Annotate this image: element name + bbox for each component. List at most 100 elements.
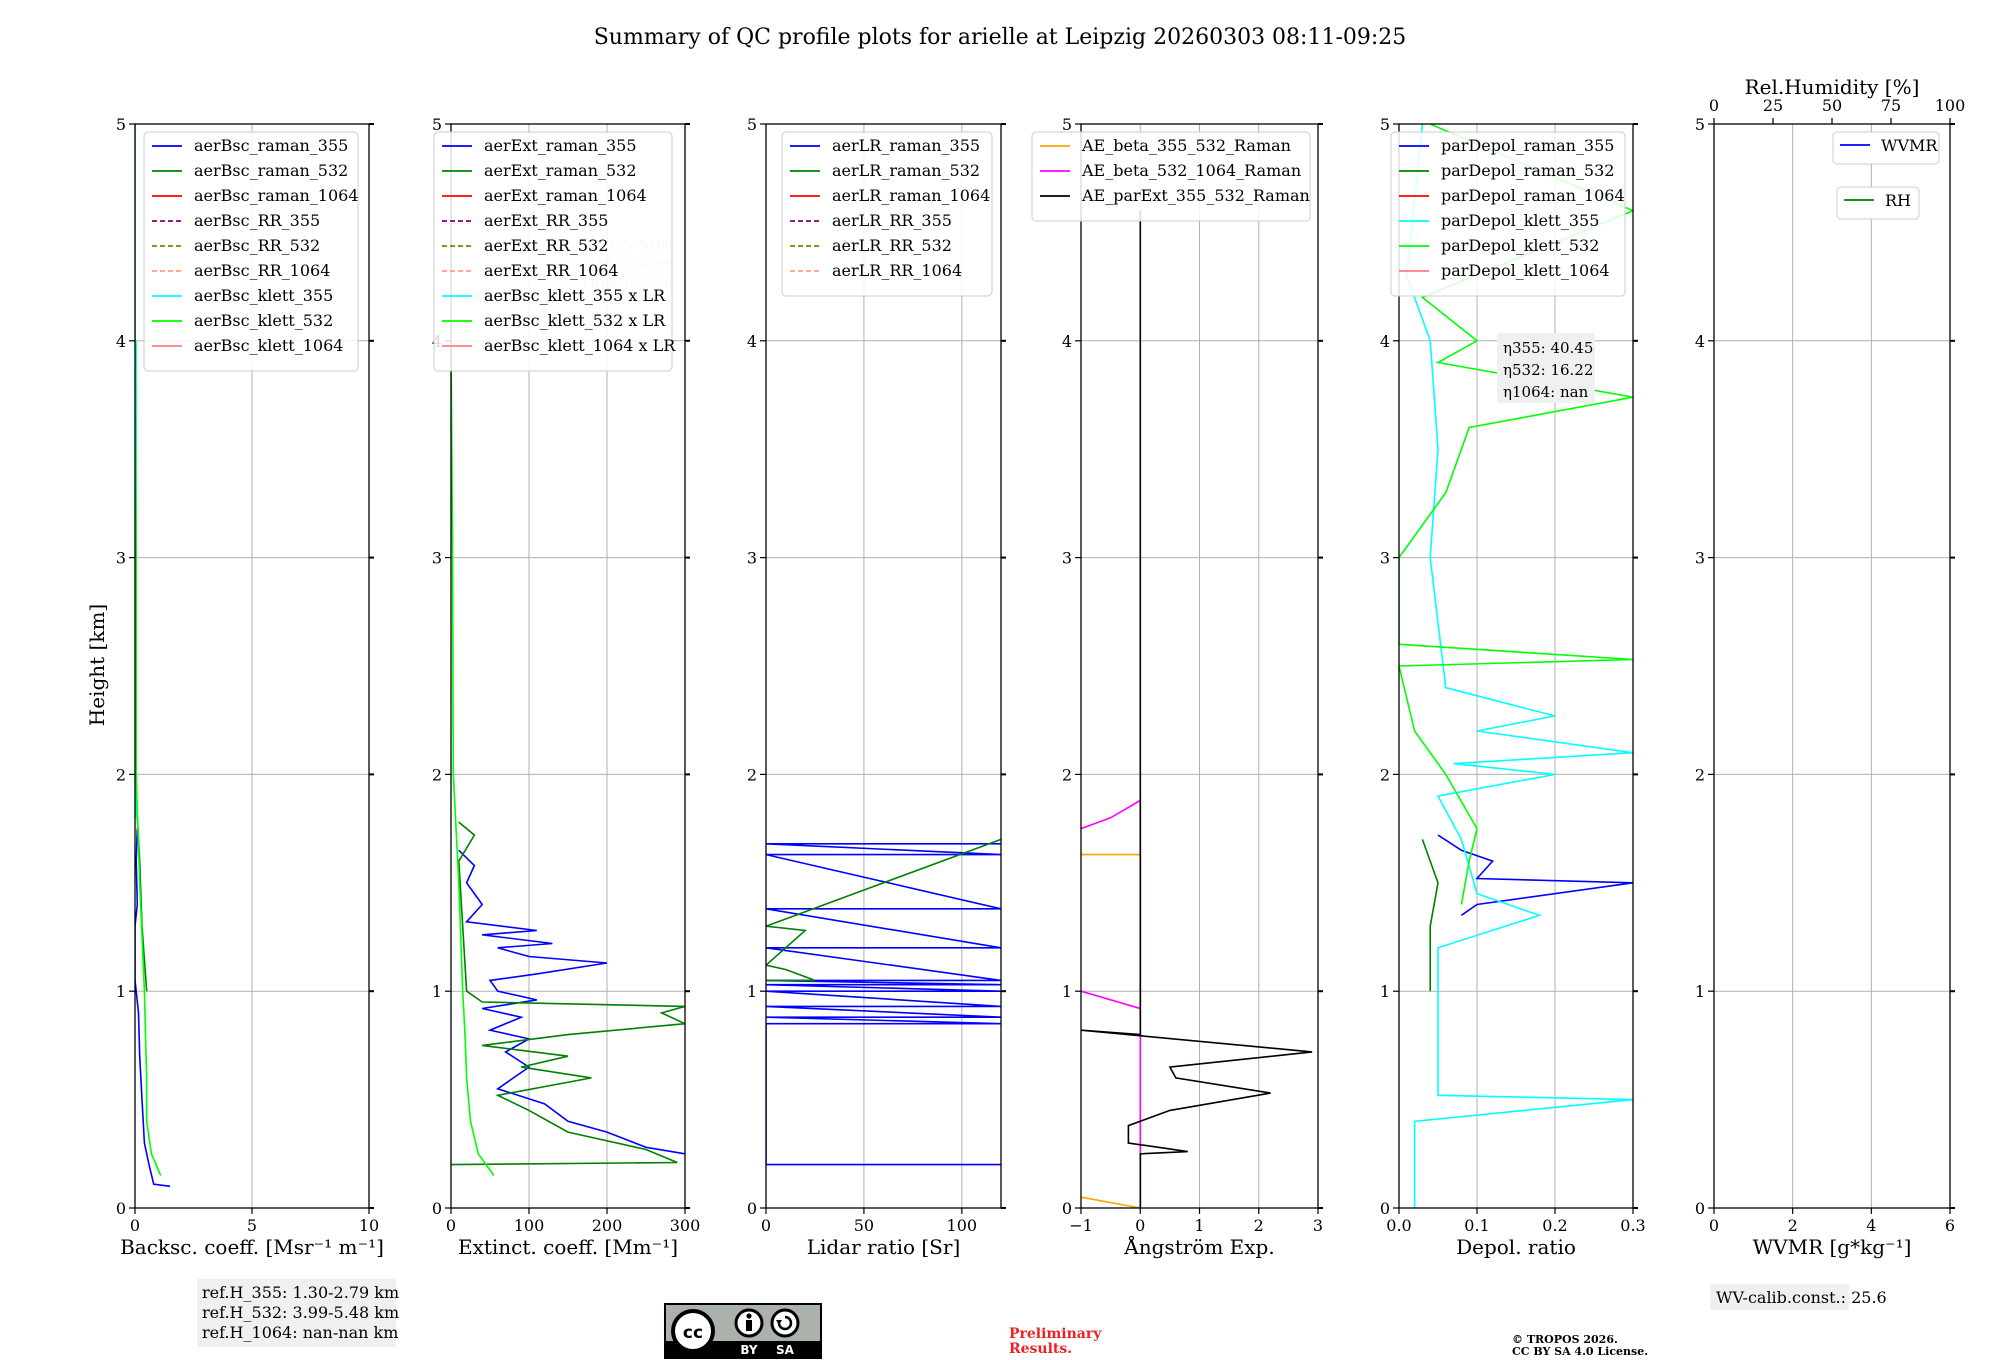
y-tick-label: 1 bbox=[1695, 982, 1705, 1001]
legend-label: aerExt_RR_355 bbox=[484, 211, 608, 230]
series-aerBsc_raman_355 bbox=[135, 828, 171, 1188]
x-axis-label: WVMR [g*kg⁻¹] bbox=[1753, 1235, 1912, 1259]
series-aerExt_raman_532 bbox=[451, 821, 685, 1166]
x-tick-label: 0 bbox=[1135, 1216, 1145, 1235]
legend-label: aerBsc_klett_355 x LR bbox=[484, 286, 666, 305]
legend-label: aerBsc_RR_1064 bbox=[194, 261, 330, 280]
top-x-tick-label: 50 bbox=[1822, 96, 1842, 115]
legend-label: parDepol_raman_355 bbox=[1441, 136, 1614, 155]
eta-annotation: η532: 16.22 bbox=[1503, 361, 1593, 379]
legend-box bbox=[433, 131, 673, 372]
x-axis-label: Backsc. coeff. [Msr⁻¹ m⁻¹] bbox=[120, 1235, 384, 1259]
x-tick-label: 2 bbox=[1788, 1216, 1798, 1235]
y-tick-label: 2 bbox=[1695, 765, 1705, 784]
series-aerExt_raman_355 bbox=[458, 849, 685, 1155]
legend-label: aerExt_raman_355 bbox=[484, 136, 637, 155]
y-tick-label: 4 bbox=[747, 332, 757, 351]
x-tick-label: 10 bbox=[359, 1216, 379, 1235]
panel-ext: 0100200300012345Extinct. coeff. [Mm⁻¹]LR… bbox=[432, 115, 700, 1259]
legend-label: aerExt_raman_1064 bbox=[484, 186, 647, 205]
y-tick-label: 5 bbox=[1380, 115, 1390, 134]
y-tick-label: 0 bbox=[747, 1199, 757, 1218]
y-tick-label: 0 bbox=[1695, 1199, 1705, 1218]
y-tick-label: 3 bbox=[1062, 549, 1072, 568]
axes-frame bbox=[1713, 123, 1951, 1209]
y-tick-label: 4 bbox=[1695, 332, 1705, 351]
axes-frame bbox=[1398, 123, 1634, 1209]
preliminary-line2: Results. bbox=[1009, 1341, 1072, 1357]
series-aerBsc_klett_532 x LR bbox=[451, 340, 495, 1176]
legend-label: AE_beta_532_1064_Raman bbox=[1081, 161, 1301, 180]
refh-355: ref.H_355: 1.30-2.79 km bbox=[202, 1283, 399, 1302]
legend-label: aerExt_RR_532 bbox=[484, 236, 608, 255]
top-x-tick-label: 100 bbox=[1935, 96, 1966, 115]
y-tick-label: 3 bbox=[1695, 549, 1705, 568]
legend-label: parDepol_klett_355 bbox=[1441, 211, 1599, 230]
y-tick-label: 2 bbox=[116, 765, 126, 784]
refh-box bbox=[197, 1279, 396, 1347]
series-parDepol_klett_532 bbox=[1399, 124, 1633, 905]
x-tick-label: 100 bbox=[514, 1216, 545, 1235]
legend-box-wvmr bbox=[1832, 131, 1940, 165]
x-tick-label: 0 bbox=[446, 1216, 456, 1235]
x-tick-label: 100 bbox=[947, 1216, 978, 1235]
y-tick-label: 2 bbox=[1062, 765, 1072, 784]
x-tick-label: 6 bbox=[1945, 1216, 1955, 1235]
y-tick-label: 3 bbox=[432, 549, 442, 568]
legend-label: aerBsc_klett_532 bbox=[194, 311, 333, 330]
legend-box bbox=[781, 131, 993, 297]
legend-label: aerLR_raman_532 bbox=[832, 161, 980, 180]
x-axis-label: Lidar ratio [Sr] bbox=[807, 1235, 961, 1259]
copyright-line2: CC BY SA 4.0 License. bbox=[1512, 1345, 1648, 1358]
legend-box bbox=[1390, 131, 1626, 297]
x-tick-label: 0.0 bbox=[1386, 1216, 1411, 1235]
legend-label: aerLR_RR_355 bbox=[832, 211, 952, 230]
svg-text:cc: cc bbox=[683, 1323, 703, 1343]
x-tick-label: 0 bbox=[761, 1216, 771, 1235]
legend-label: aerBsc_raman_1064 bbox=[194, 186, 359, 205]
legend-label: aerExt_RR_1064 bbox=[484, 261, 619, 280]
refh-532: ref.H_532: 3.99-5.48 km bbox=[202, 1303, 399, 1322]
x-tick-label: 0.1 bbox=[1464, 1216, 1489, 1235]
y-tick-label: 0 bbox=[116, 1199, 126, 1218]
series-AE_beta_532_1064_Raman bbox=[1081, 799, 1142, 1208]
y-tick-label: 3 bbox=[1380, 549, 1390, 568]
preliminary-line1: Preliminary bbox=[1009, 1326, 1102, 1342]
y-tick-label: 0 bbox=[1062, 1199, 1072, 1218]
y-tick-label: 1 bbox=[1380, 982, 1390, 1001]
series-parDepol_raman_355 bbox=[1437, 834, 1633, 916]
legend-label: aerLR_raman_1064 bbox=[832, 186, 990, 205]
axes-frame bbox=[450, 123, 686, 1209]
y-tick-label: 5 bbox=[1062, 115, 1072, 134]
legend-label: parDepol_raman_532 bbox=[1441, 161, 1614, 180]
figure-title: Summary of QC profile plots for arielle … bbox=[594, 25, 1407, 50]
panel-depol: 0.0 0.1 0.2 0.3 0 1 2 3 4 5 Depol. ratio parDepol_r… bbox=[1380, 115, 1646, 1259]
series-aerLR_raman_532 bbox=[766, 838, 1001, 982]
x-axis-label: Extinct. coeff. [Mm⁻¹] bbox=[458, 1235, 678, 1259]
cc-icon bbox=[671, 1309, 715, 1353]
top-axis-label: Rel.Humidity [%] bbox=[1745, 75, 1920, 99]
x-axis-label: Depol. ratio bbox=[1456, 1235, 1576, 1259]
x-tick-label: 4 bbox=[1866, 1216, 1876, 1235]
series-parDepol_raman_532 bbox=[1421, 839, 1439, 992]
y-tick-label: 1 bbox=[747, 982, 757, 1001]
y-tick-label: 0 bbox=[432, 1199, 442, 1218]
y-axis-label: Height [km] bbox=[85, 604, 109, 726]
y-tick-label: 5 bbox=[116, 115, 126, 134]
y-tick-label: 4 bbox=[116, 332, 126, 351]
x-tick-label: 5 bbox=[247, 1216, 257, 1235]
y-tick-label: 2 bbox=[1380, 765, 1390, 784]
x-tick-label: 200 bbox=[592, 1216, 623, 1235]
x-tick-label: 0 bbox=[1709, 1216, 1719, 1235]
legend-label: aerBsc_RR_532 bbox=[194, 236, 320, 255]
series-aerLR_raman_355 bbox=[766, 843, 1001, 1166]
legend-label: aerBsc_raman_532 bbox=[194, 161, 348, 180]
eta-annotation: η355: 40.45 bbox=[1503, 339, 1593, 357]
y-tick-label: 0 bbox=[1380, 1199, 1390, 1218]
y-tick-label: 1 bbox=[432, 982, 442, 1001]
cc-by-sa-badge: cc BY SA bbox=[664, 1303, 822, 1359]
copyright-line1: © TROPOS 2026. bbox=[1512, 1333, 1618, 1346]
